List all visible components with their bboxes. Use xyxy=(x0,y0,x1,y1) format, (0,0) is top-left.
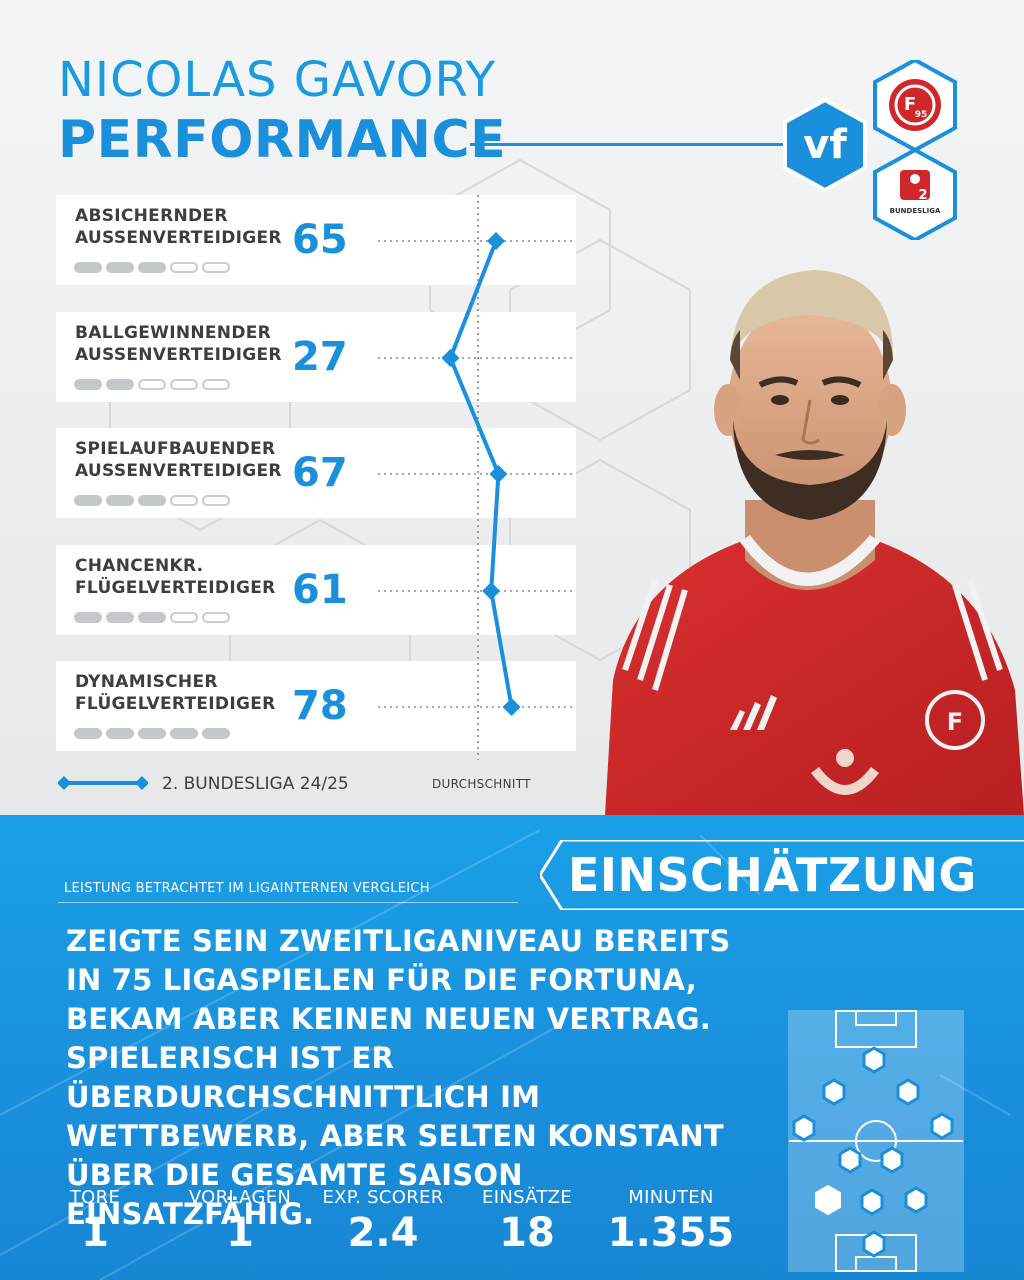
role-label-line1: ABSICHERNDER xyxy=(75,206,228,226)
rating-pill xyxy=(106,495,134,506)
league-badge-text: BUNDESLIGA xyxy=(890,207,941,215)
svg-text:F: F xyxy=(947,708,963,736)
role-label-line2: AUSSENVERTEIDIGER xyxy=(75,228,282,248)
rating-pill xyxy=(202,262,230,273)
role-label-line2: FLÜGELVERTEIDIGER xyxy=(75,578,276,598)
role-label: ABSICHERNDER AUSSENVERTEIDIGER xyxy=(75,205,282,249)
stat-value: 1 xyxy=(226,1210,254,1256)
rating-pills xyxy=(74,379,230,390)
rating-pills xyxy=(74,728,230,739)
player-name: NICOLAS GAVORY xyxy=(58,52,497,108)
rating-pill xyxy=(202,728,230,739)
rating-pill xyxy=(106,728,134,739)
rating-pill xyxy=(170,495,198,506)
comparison-rule xyxy=(58,902,518,903)
rating-pill xyxy=(170,379,198,390)
league-badge-number: 2 xyxy=(918,188,927,203)
role-card: BALLGEWINNENDER AUSSENVERTEIDIGER 27 xyxy=(56,312,576,402)
rating-pills xyxy=(74,262,230,273)
role-label-line1: BALLGEWINNENDER xyxy=(75,323,272,343)
assessment-section: EINSCHÄTZUNG LEISTUNG BETRACHTET IM LIGA… xyxy=(0,815,1024,1280)
rating-pill xyxy=(106,379,134,390)
rating-pill xyxy=(202,612,230,623)
formation-pitch-icon xyxy=(788,1010,964,1272)
svg-text:F: F xyxy=(904,94,916,115)
stat-value: 1.355 xyxy=(607,1210,735,1256)
rating-pill xyxy=(170,262,198,273)
rating-pill xyxy=(202,495,230,506)
average-label: DURCHSCHNITT xyxy=(432,777,531,791)
heading-box xyxy=(540,840,1024,910)
club-badge-number: 95 xyxy=(915,110,928,120)
role-value: 78 xyxy=(292,683,348,729)
assessment-heading: EINSCHÄTZUNG xyxy=(568,848,977,902)
stat-value: 18 xyxy=(499,1210,555,1256)
title-rule xyxy=(470,143,810,146)
role-label: DYNAMISCHER FLÜGELVERTEIDIGER xyxy=(75,671,276,715)
role-label-line1: DYNAMISCHER xyxy=(75,672,218,692)
brand-logo-text: vf xyxy=(803,122,847,168)
role-label: CHANCENKR. FLÜGELVERTEIDIGER xyxy=(75,555,276,599)
league-badge-icon xyxy=(900,170,930,200)
rating-pills xyxy=(74,495,230,506)
stat-label: TORE xyxy=(69,1187,121,1208)
role-card: DYNAMISCHER FLÜGELVERTEIDIGER 78 xyxy=(56,661,576,751)
role-value: 65 xyxy=(292,217,348,263)
stat-label: EXP. SCORER xyxy=(322,1187,444,1208)
legend-series-icon xyxy=(58,776,148,790)
stat-block: MINUTEN 1.355 xyxy=(591,1187,751,1256)
rating-pill xyxy=(74,612,102,623)
stat-value: 2.4 xyxy=(347,1210,419,1256)
pitch-lines-background xyxy=(0,829,1011,1280)
assessment-text: ZEIGTE SEIN ZWEITLIGANIVEAU BEREITS IN 7… xyxy=(66,924,731,1231)
rating-pill xyxy=(138,612,166,623)
role-card: ABSICHERNDER AUSSENVERTEIDIGER 65 xyxy=(56,195,576,285)
stat-block: EXP. SCORER 2.4 xyxy=(303,1187,463,1256)
performance-section: NICOLAS GAVORY PERFORMANCE vf 95 F 2 BUN… xyxy=(0,0,1024,815)
comparison-note: LEISTUNG BETRACHTET IM LIGAINTERNEN VERG… xyxy=(64,881,430,896)
role-label-line1: CHANCENKR. xyxy=(75,556,204,576)
rating-pill xyxy=(74,728,102,739)
rating-pill xyxy=(74,379,102,390)
role-label-line2: FLÜGELVERTEIDIGER xyxy=(75,694,276,714)
stat-label: MINUTEN xyxy=(628,1187,714,1208)
rating-pill xyxy=(74,495,102,506)
rating-pill xyxy=(74,262,102,273)
player-position-marker xyxy=(815,1184,841,1216)
role-label-line1: SPIELAUFBAUENDER xyxy=(75,439,276,459)
rating-pill xyxy=(170,612,198,623)
stat-label: VORLAGEN xyxy=(188,1187,292,1208)
rating-pill xyxy=(138,728,166,739)
stat-block: TORE 1 xyxy=(15,1187,175,1256)
rating-pill xyxy=(138,379,166,390)
rating-pill xyxy=(106,262,134,273)
logo-hex-group: vf 95 F 2 BUNDESLIGA xyxy=(783,60,957,240)
stat-value: 1 xyxy=(81,1210,109,1256)
role-card: CHANCENKR. FLÜGELVERTEIDIGER 61 xyxy=(56,545,576,635)
brand-hex xyxy=(783,97,867,193)
role-label: SPIELAUFBAUENDER AUSSENVERTEIDIGER xyxy=(75,438,282,482)
rating-pill xyxy=(170,728,198,739)
legend-series-label: 2. BUNDESLIGA 24/25 xyxy=(162,774,349,794)
role-card: SPIELAUFBAUENDER AUSSENVERTEIDIGER 67 xyxy=(56,428,576,518)
role-value: 61 xyxy=(292,567,348,613)
role-label-line2: AUSSENVERTEIDIGER xyxy=(75,461,282,481)
rating-pill xyxy=(202,379,230,390)
page-subtitle: PERFORMANCE xyxy=(58,110,507,170)
rating-pill xyxy=(106,612,134,623)
rating-pill xyxy=(138,262,166,273)
role-value: 27 xyxy=(292,334,348,380)
stat-block: EINSÄTZE 18 xyxy=(447,1187,607,1256)
player-portrait: F xyxy=(605,270,1024,815)
stat-label: EINSÄTZE xyxy=(482,1187,572,1208)
role-label-line2: AUSSENVERTEIDIGER xyxy=(75,345,282,365)
rating-pills xyxy=(74,612,230,623)
role-label: BALLGEWINNENDER AUSSENVERTEIDIGER xyxy=(75,322,282,366)
role-value: 67 xyxy=(292,450,348,496)
rating-pill xyxy=(138,495,166,506)
stat-block: VORLAGEN 1 xyxy=(160,1187,320,1256)
